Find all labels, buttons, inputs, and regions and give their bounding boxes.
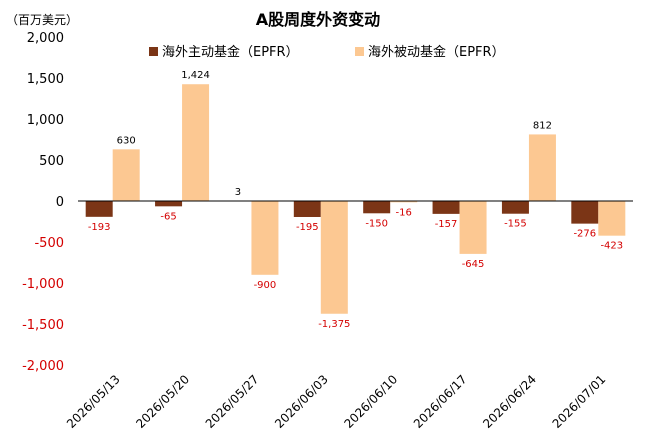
bar-active-4: [293, 201, 321, 217]
y-tick-label: -1,000: [22, 277, 64, 292]
bar-active-1: [85, 201, 113, 217]
data-label: -195: [296, 222, 319, 233]
chart-title: A股周度外资变动: [256, 10, 380, 29]
x-tick-label: 2026/05/27: [203, 372, 262, 431]
x-tick-label: 2026/06/03: [272, 372, 331, 431]
y-tick-label: -1,500: [22, 318, 64, 333]
bar-active-8: [571, 201, 599, 224]
x-tick-label: 2026/05/20: [133, 372, 192, 431]
y-tick-label: 2,000: [27, 31, 64, 46]
bar-active-7: [501, 201, 529, 214]
x-tick-label: 2026/06/24: [480, 372, 539, 431]
legend-label-passive: 海外被动基金（EPFR）: [368, 44, 505, 60]
data-label: -155: [504, 219, 527, 230]
bar-passive-7: [528, 134, 556, 201]
bar-passive-3: [251, 201, 279, 275]
bar-passive-5: [390, 201, 418, 203]
bar-active-6: [432, 201, 460, 214]
bar-passive-4: [320, 201, 348, 314]
y-axis: 2,000 1,500 1,000 500 0 -500 -1,000 -1,500 -2,00…: [22, 31, 64, 374]
x-tick-label: 2026/06/17: [411, 372, 470, 431]
bar-active-5: [363, 201, 391, 214]
y-axis-unit-label: （百万美元）: [6, 13, 78, 27]
data-label: -645: [462, 259, 485, 270]
legend-label-active: 海外主动基金（EPFR）: [162, 44, 299, 60]
data-label: -16: [396, 207, 412, 218]
data-label: 1,424: [181, 70, 210, 81]
x-axis: 2026/05/13 2026/05/20 2026/05/27 2026/06/03…: [64, 372, 608, 431]
y-tick-label: -2,000: [22, 359, 64, 374]
x-tick-label: 2026/07/01: [550, 372, 609, 431]
legend: 海外主动基金（EPFR） 海外被动基金（EPFR）: [149, 44, 505, 60]
data-label: 812: [533, 120, 552, 131]
x-tick-label: 2026/05/13: [64, 372, 123, 431]
data-label: -276: [573, 229, 596, 240]
bar-passive-8: [598, 201, 626, 236]
x-tick-label: 2026/06/10: [341, 372, 400, 431]
y-tick-label: 1,000: [27, 113, 64, 128]
y-tick-label: -500: [34, 236, 64, 251]
y-tick-label: 0: [56, 195, 64, 210]
data-label: 630: [117, 135, 136, 146]
bar-active-2: [155, 201, 183, 207]
bar-passive-6: [459, 201, 487, 254]
data-label: -65: [160, 211, 176, 222]
data-label: -423: [600, 241, 623, 252]
y-tick-label: 1,500: [27, 72, 64, 87]
data-labels: -193 630 -65 1,424 3 -900 -195 -1,375 -150 -16 -15…: [88, 70, 623, 330]
legend-swatch-passive: [355, 47, 364, 56]
bars: [85, 84, 626, 314]
data-label: -900: [254, 280, 277, 291]
data-label: -1,375: [318, 319, 350, 330]
data-label: -193: [88, 222, 111, 233]
data-label: -150: [365, 218, 388, 229]
y-tick-label: 500: [39, 154, 64, 169]
data-label: -157: [435, 219, 458, 230]
bar-passive-1: [112, 149, 140, 201]
data-label: 3: [235, 187, 241, 198]
bar-passive-2: [182, 84, 210, 201]
legend-swatch-active: [149, 47, 158, 56]
